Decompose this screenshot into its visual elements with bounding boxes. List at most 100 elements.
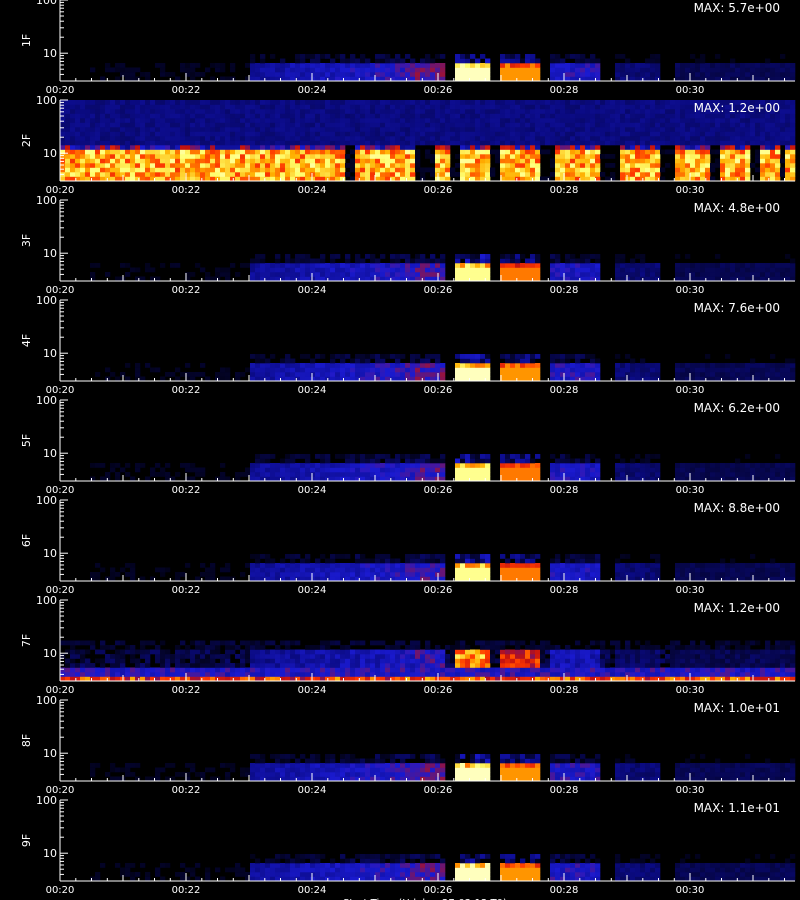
heatmap-cell [400, 136, 406, 141]
heatmap-cell [255, 272, 261, 277]
heatmap-cell [380, 176, 386, 182]
heatmap-cell [275, 76, 281, 82]
heatmap-cell [560, 131, 566, 137]
x-tick-label: 00:24 [298, 385, 327, 396]
heatmap-cell [775, 376, 781, 382]
heatmap-cell [375, 104, 381, 110]
heatmap-cell [570, 122, 576, 128]
heatmap-cell [155, 158, 161, 164]
heatmap-cell [725, 372, 731, 377]
heatmap-cell [640, 67, 646, 73]
heatmap-cell [360, 127, 366, 132]
heatmap-cell [635, 127, 641, 132]
heatmap-cell [780, 267, 786, 273]
heatmap-cell [650, 376, 656, 382]
heatmap-cell [150, 100, 156, 105]
heatmap-cell [100, 76, 106, 82]
x-tick-label: 00:30 [676, 85, 705, 96]
heatmap-cell [445, 163, 451, 168]
heatmap-cell [125, 76, 131, 82]
heatmap-cell [400, 267, 406, 273]
heatmap-cell [135, 372, 141, 377]
heatmap-cell [260, 118, 266, 123]
heatmap-cell [120, 127, 126, 132]
heatmap-cell [185, 467, 191, 473]
heatmap-cell [255, 100, 261, 105]
heatmap-cell [255, 72, 261, 77]
heatmap-cell [270, 127, 276, 132]
heatmap-cell [165, 118, 171, 123]
heatmap-cell [280, 263, 286, 268]
heatmap-cell [280, 376, 286, 382]
heatmap-cell [340, 118, 346, 123]
heatmap-cell [510, 54, 516, 59]
heatmap-cell [375, 472, 381, 477]
heatmap-cell [370, 136, 376, 141]
heatmap-cell [265, 476, 271, 482]
heatmap-cell [695, 154, 701, 159]
heatmap-cell [645, 158, 651, 164]
heatmap-cell [285, 122, 291, 128]
heatmap-cell [460, 176, 466, 182]
heatmap-cell [260, 354, 266, 359]
heatmap-cell [90, 167, 96, 173]
heatmap-cell [675, 109, 681, 114]
heatmap-cell [355, 263, 361, 268]
heatmap-cell [195, 163, 201, 168]
heatmap-cell [195, 72, 201, 77]
heatmap-cell [335, 109, 341, 114]
heatmap-cell [710, 167, 716, 173]
heatmap-cell [445, 127, 451, 132]
heatmap-cell [610, 122, 616, 128]
heatmap-cell [500, 372, 506, 377]
heatmap-cell [380, 54, 386, 59]
heatmap-cell [545, 104, 551, 110]
heatmap-cell [415, 458, 421, 464]
heatmap-cell [745, 67, 751, 73]
x-tick-label: 00:24 [298, 185, 327, 196]
heatmap-cell [375, 67, 381, 73]
heatmap-cell [515, 122, 521, 128]
heatmap-cell [600, 100, 606, 105]
heatmap-cell [205, 172, 211, 177]
heatmap-cell [390, 158, 396, 164]
heatmap-cell [625, 63, 631, 68]
heatmap-cell [680, 76, 686, 82]
heatmap-cell [505, 136, 511, 141]
heatmap-cell [85, 149, 91, 155]
heatmap-cell [745, 272, 751, 277]
heatmap-cell [695, 63, 701, 68]
heatmap-cell [485, 254, 491, 259]
heatmap-cell [295, 54, 301, 59]
heatmap-cell [70, 131, 76, 137]
heatmap-cell [170, 176, 176, 182]
heatmap-cell [180, 136, 186, 141]
heatmap-cell [180, 100, 186, 105]
heatmap-cell [715, 254, 721, 259]
heatmap-cell [515, 67, 521, 73]
heatmap-cell [435, 158, 441, 164]
heatmap-cell [700, 113, 706, 119]
heatmap-cell [695, 476, 701, 482]
heatmap-cell [355, 127, 361, 132]
heatmap-cell [390, 104, 396, 110]
heatmap-cell [470, 358, 476, 364]
heatmap-cell [655, 131, 661, 137]
heatmap-cell [365, 145, 371, 150]
heatmap-cell [765, 145, 771, 150]
heatmap-cell [395, 136, 401, 141]
heatmap-cell [300, 276, 306, 282]
heatmap-cell [295, 63, 301, 68]
heatmap-cell [305, 145, 311, 150]
heatmap-cell [740, 467, 746, 473]
heatmap-cell [505, 54, 511, 59]
heatmap-cell [160, 100, 166, 105]
heatmap-cell [570, 158, 576, 164]
heatmap-cell [630, 167, 636, 173]
heatmap-cell [345, 140, 351, 146]
heatmap-cell [425, 276, 431, 282]
heatmap-cell [570, 276, 576, 282]
heatmap-cell [275, 363, 281, 368]
heatmap-cell [555, 104, 561, 110]
heatmap-cell [225, 109, 231, 114]
